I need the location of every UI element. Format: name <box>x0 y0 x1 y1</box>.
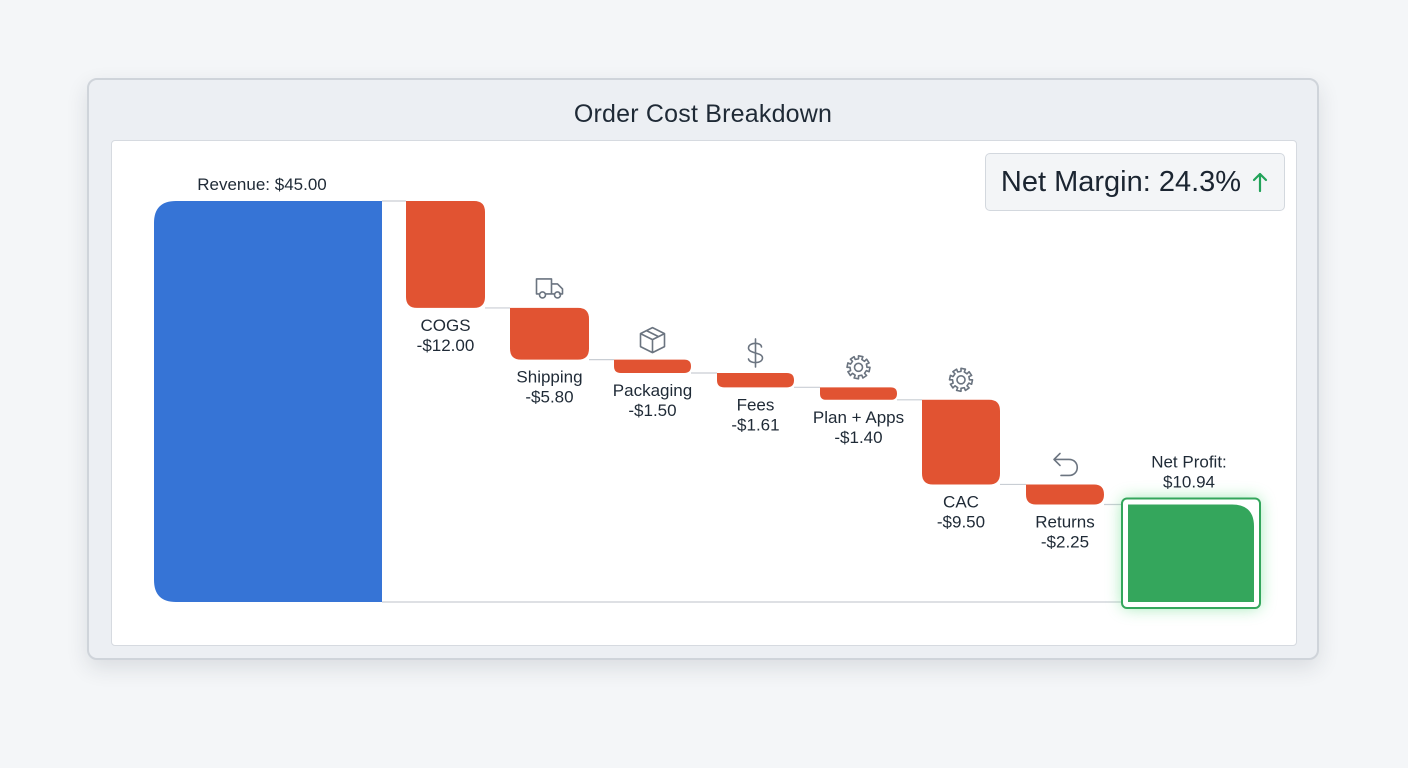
label-returns-name: Returns <box>1035 513 1095 532</box>
bar-cogs <box>406 201 485 308</box>
label-packaging-value: -$1.50 <box>628 401 676 420</box>
label-net-profit-value: $10.94 <box>1163 473 1215 492</box>
label-packaging-name: Packaging <box>613 381 692 400</box>
bar-packaging <box>614 359 691 373</box>
bar-plan-apps <box>820 387 897 400</box>
label-fees-name: Fees <box>737 395 775 414</box>
label-net-profit-name: Net Profit: <box>1151 453 1227 472</box>
label-returns-value: -$2.25 <box>1041 533 1089 552</box>
bar-cac <box>922 399 1000 485</box>
box-icon <box>639 326 666 354</box>
label-cac-name: CAC <box>943 492 979 511</box>
label-cogs-value: -$12.00 <box>417 336 475 355</box>
net-margin-label: Net Margin: 24.3% <box>1000 165 1242 198</box>
label-plan-apps-name: Plan + Apps <box>813 408 904 427</box>
return-icon <box>1053 452 1079 477</box>
bar-fees <box>717 372 794 388</box>
bar-revenue <box>154 201 382 602</box>
label-revenue: Revenue: $45.00 <box>197 175 327 194</box>
gear-icon <box>846 355 871 380</box>
gear-icon <box>948 367 974 393</box>
label-cogs-name: COGS <box>420 316 470 335</box>
label-cac-value: -$9.50 <box>937 512 985 531</box>
label-fees-value: -$1.61 <box>731 415 779 434</box>
label-shipping-name: Shipping <box>516 368 582 387</box>
label-shipping-value: -$5.80 <box>525 388 573 407</box>
arrow-up-icon <box>1252 172 1268 193</box>
bar-net-profit <box>1128 504 1254 602</box>
bar-shipping <box>510 307 589 360</box>
net-margin-badge: Net Margin: 24.3% <box>985 153 1285 211</box>
bar-returns <box>1026 484 1104 505</box>
label-plan-apps-value: -$1.40 <box>834 428 882 447</box>
dollar-icon <box>747 338 764 368</box>
truck-icon <box>535 278 564 299</box>
chart-title: Order Cost Breakdown <box>573 100 833 128</box>
